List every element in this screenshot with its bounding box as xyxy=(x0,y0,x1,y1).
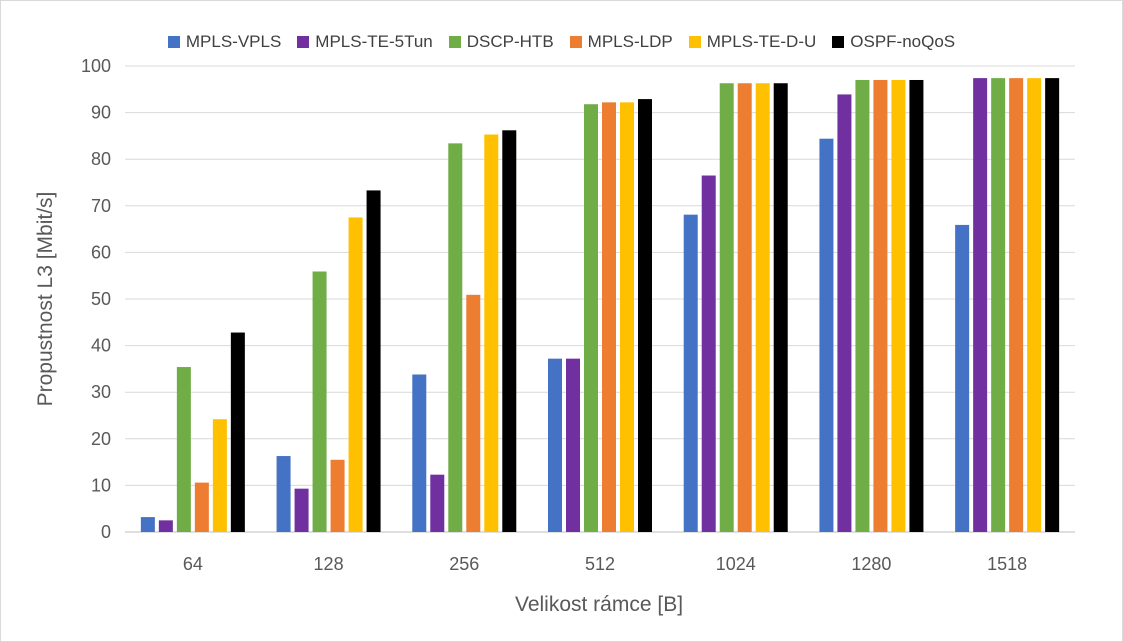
bar xyxy=(773,83,788,532)
bar xyxy=(891,79,906,532)
bar xyxy=(430,474,445,532)
bar xyxy=(158,520,173,532)
bar xyxy=(548,358,562,532)
y-tick-label: 50 xyxy=(91,289,111,309)
legend-item-mpls-te-5tun: MPLS-TE-5Tun xyxy=(297,32,433,52)
x-tick-label: 1024 xyxy=(716,554,756,574)
y-tick-label: 60 xyxy=(91,242,111,262)
legend-label: OSPF-noQoS xyxy=(850,32,956,51)
legend-item-dscp-htb: DSCP-HTB xyxy=(448,32,554,52)
bar xyxy=(620,102,634,533)
bar xyxy=(230,332,245,532)
legend-label: MPLS-VPLS xyxy=(185,32,282,51)
bar xyxy=(1027,78,1042,532)
legend-swatch xyxy=(448,36,461,48)
bar xyxy=(484,134,499,532)
x-tick-label: 1280 xyxy=(851,554,891,574)
x-axis-title: Velikost rámce [B] xyxy=(515,593,683,616)
bar xyxy=(566,358,580,532)
bar xyxy=(584,104,598,532)
bar xyxy=(276,456,291,532)
legend-item-ospf-noqos: OSPF-noQoS xyxy=(832,32,955,52)
bar xyxy=(701,175,716,532)
bar xyxy=(602,102,616,533)
bar xyxy=(366,190,381,532)
bar xyxy=(448,143,463,532)
legend-swatch xyxy=(297,36,310,48)
bar xyxy=(973,78,988,532)
legend-label: DSCP-HTB xyxy=(466,32,554,51)
x-tick-label: 256 xyxy=(449,554,479,574)
bar xyxy=(737,83,752,532)
bar xyxy=(140,517,155,532)
bar xyxy=(909,79,924,532)
y-tick-label: 30 xyxy=(91,382,111,402)
y-tick-label: 0 xyxy=(101,522,111,542)
bar xyxy=(638,99,652,532)
y-tick-label: 80 xyxy=(91,149,111,169)
bar xyxy=(683,214,698,533)
bar xyxy=(348,217,363,532)
bar xyxy=(294,488,309,532)
legend-item-mpls-te-d-u: MPLS-TE-D-U xyxy=(688,32,817,52)
x-tick-label: 512 xyxy=(585,554,615,574)
legend-label: MPLS-LDP xyxy=(587,32,673,51)
x-tick-label: 64 xyxy=(183,554,203,574)
bar xyxy=(991,78,1006,532)
y-tick-label: 70 xyxy=(91,196,111,216)
y-axis-title: Propustnost L3 [Mbit/s] xyxy=(34,192,57,407)
bar xyxy=(855,79,870,532)
x-tick-label: 128 xyxy=(314,554,344,574)
bar xyxy=(330,459,345,532)
bar xyxy=(819,138,834,533)
bar xyxy=(212,419,227,532)
y-tick-label: 10 xyxy=(91,475,111,495)
bar xyxy=(194,482,209,532)
legend: MPLS-VPLS MPLS-TE-5Tun DSCP-HTB MPLS-LDP… xyxy=(0,32,1123,52)
y-tick-label: 40 xyxy=(91,336,111,356)
x-tick-label: 1518 xyxy=(987,554,1027,574)
bar xyxy=(1009,78,1024,532)
bar xyxy=(312,271,327,532)
y-tick-label: 20 xyxy=(91,429,111,449)
legend-label: MPLS-TE-D-U xyxy=(706,32,817,51)
bar xyxy=(412,374,427,532)
legend-swatch xyxy=(832,36,845,48)
legend-item-mpls-ldp: MPLS-LDP xyxy=(569,32,673,52)
bars xyxy=(140,78,1060,533)
y-tick-label: 100 xyxy=(81,56,111,76)
bar xyxy=(1045,78,1060,532)
y-tick-label: 90 xyxy=(91,103,111,123)
bar xyxy=(502,130,517,533)
legend-label: MPLS-TE-5Tun xyxy=(315,32,433,51)
bar xyxy=(873,79,888,532)
tick-labels: 0 10 20 30 40 50 60 70 80 90 100 64 128 256 512 1024 128… xyxy=(81,56,1027,574)
bar xyxy=(719,83,734,532)
legend-swatch xyxy=(167,36,180,48)
legend-swatch xyxy=(569,36,582,48)
legend-item-mpls-vpls: MPLS-VPLS xyxy=(167,32,282,52)
bar xyxy=(466,294,481,532)
bar xyxy=(755,83,770,532)
bar xyxy=(955,224,970,532)
bar xyxy=(176,367,191,532)
bar xyxy=(837,94,852,533)
gridlines xyxy=(125,65,1075,533)
legend-swatch xyxy=(688,36,701,48)
